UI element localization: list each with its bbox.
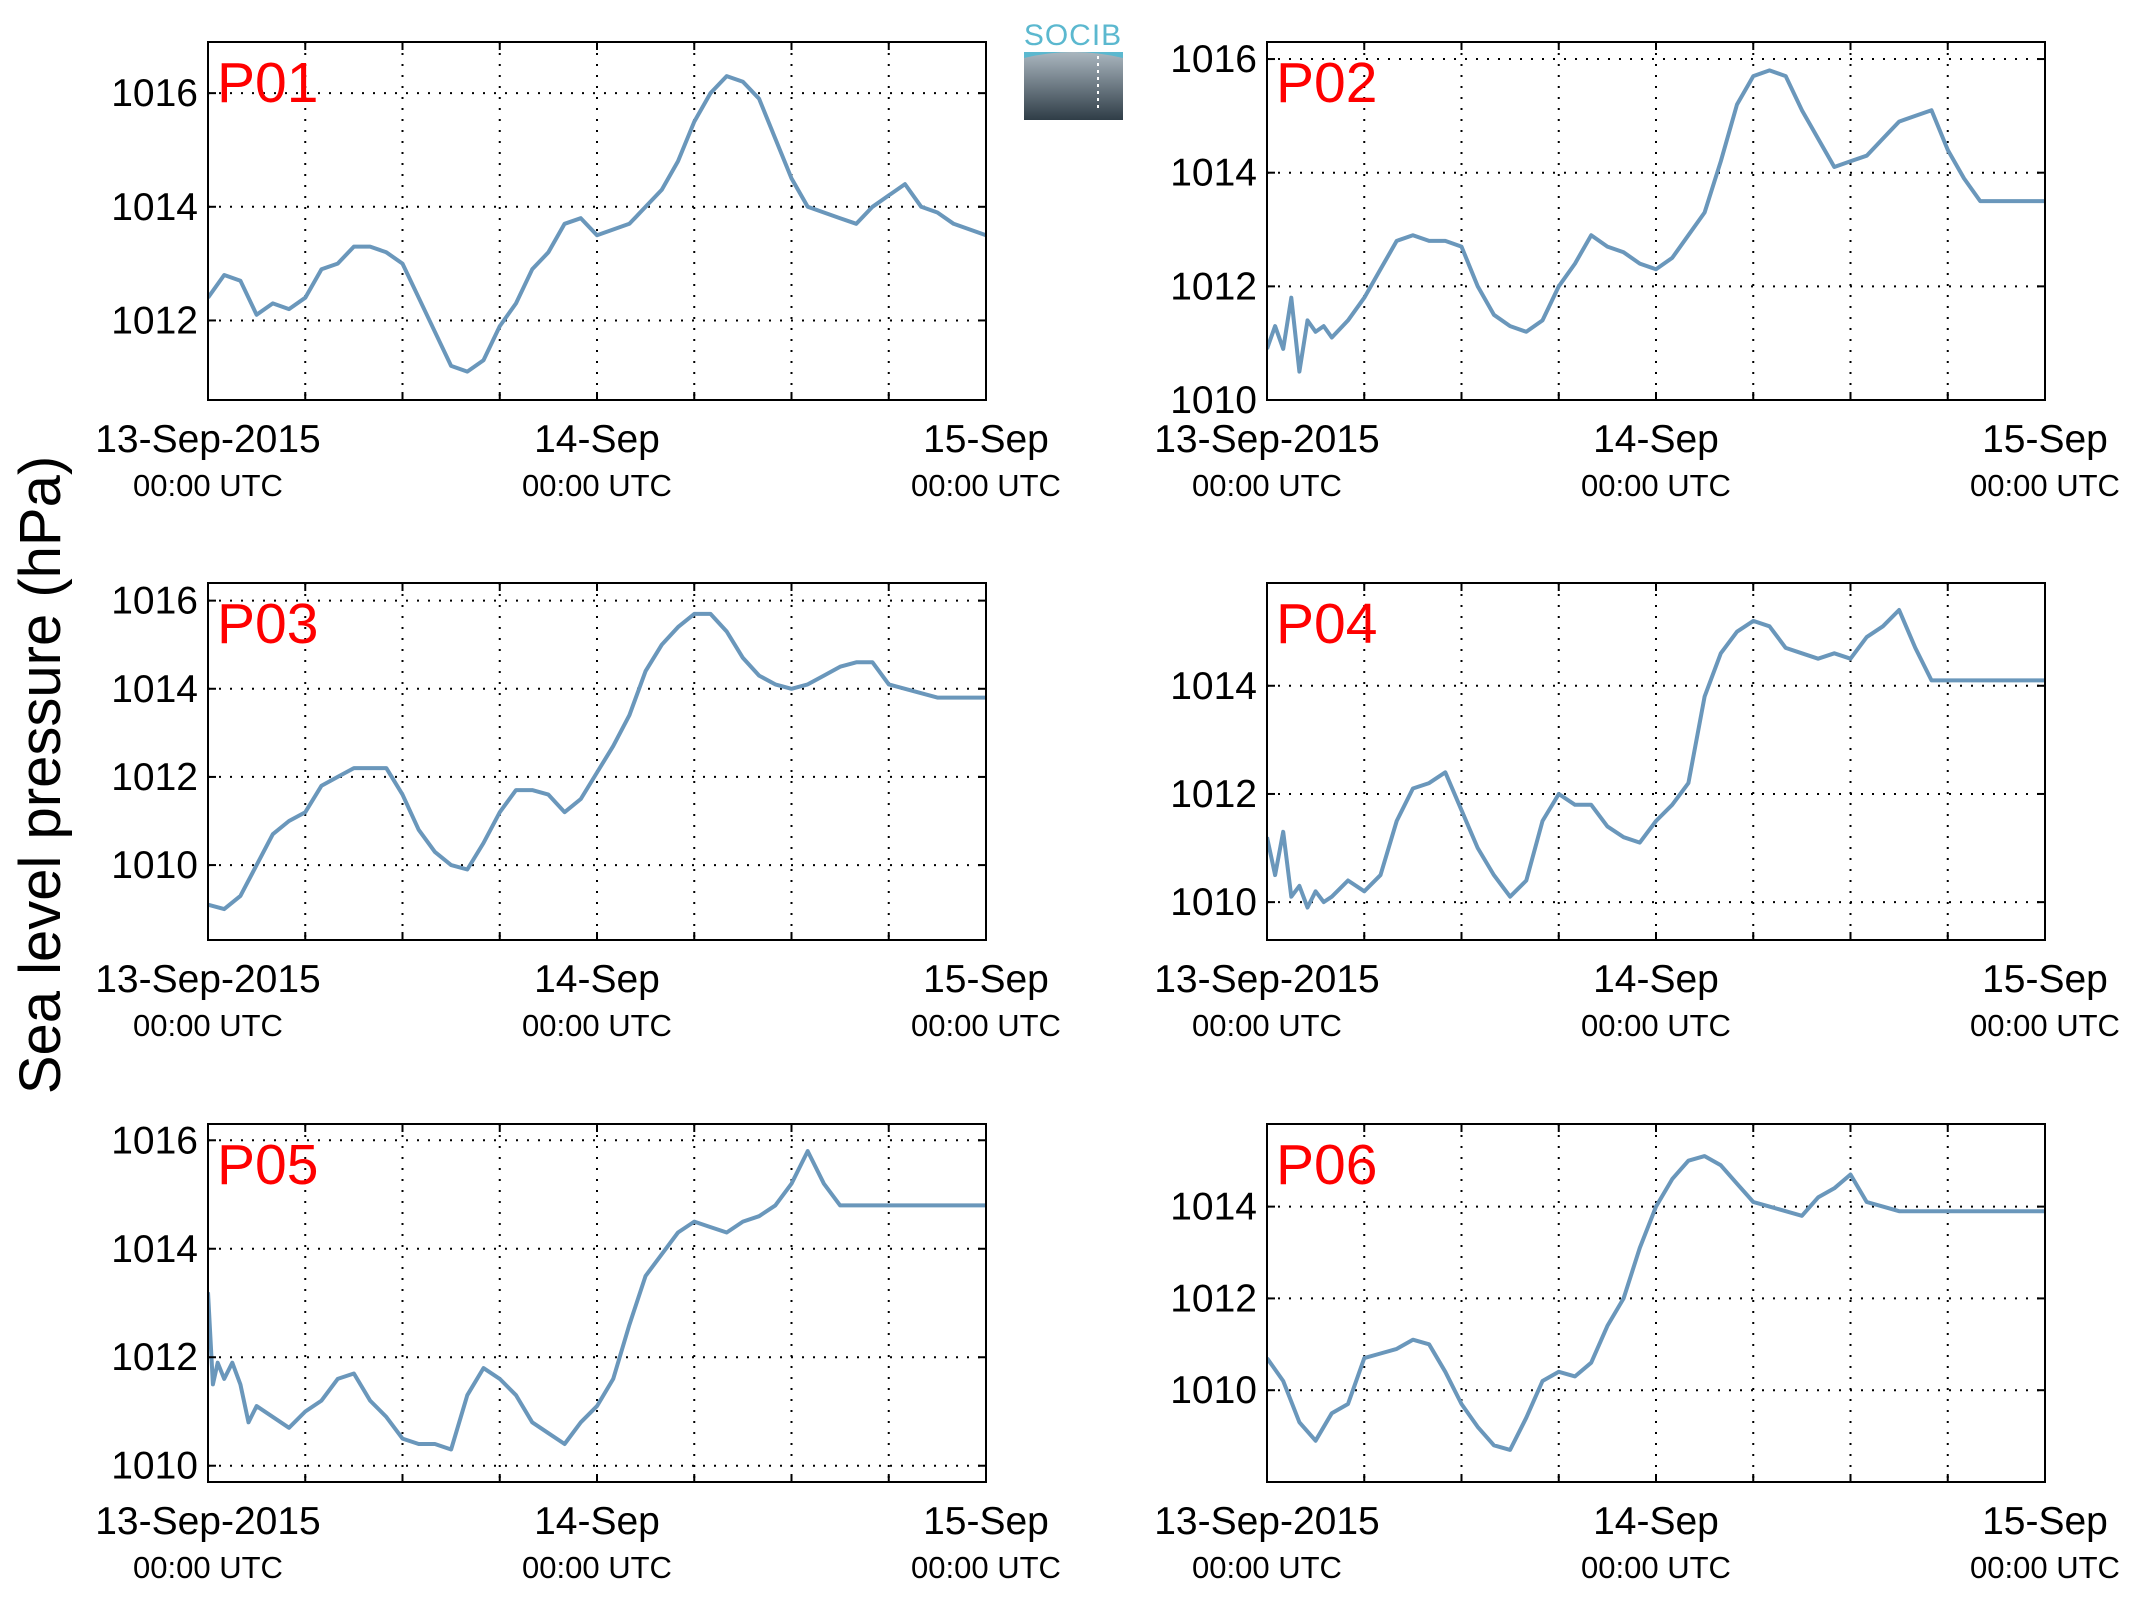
axes-frame [1266, 1123, 2046, 1483]
x-tick-sublabel: 00:00 UTC [911, 1550, 1061, 1585]
x-tick-sublabel: 00:00 UTC [911, 468, 1061, 503]
y-tick-label: 1016 [111, 1119, 198, 1162]
y-tick-label: 1012 [1170, 1277, 1257, 1320]
y-tick-label: 1014 [111, 186, 198, 229]
y-axis-label: Sea level pressure (hPa) [8, 456, 73, 1094]
panel-title: P06 [1276, 1133, 1377, 1197]
x-tick-label: 15-Sep [1982, 1500, 2108, 1543]
panel-p03: 1010 1012 1014 1016 13-Sep-2015 00:00 UTC 14-S… [95, 580, 1061, 1043]
x-tick-label: 14-Sep [1593, 958, 1719, 1001]
y-tick-label: 1014 [111, 1228, 198, 1271]
y-tick-label: 1014 [111, 668, 198, 711]
x-tick-label: 14-Sep [1593, 1500, 1719, 1543]
x-tick-sublabel: 00:00 UTC [1192, 1008, 1342, 1043]
axes-frame [1266, 582, 2046, 941]
x-tick-sublabel: 00:00 UTC [522, 1008, 672, 1043]
y-tick-label: 1010 [1170, 379, 1257, 422]
x-tick-sublabel: 00:00 UTC [1581, 1008, 1731, 1043]
x-tick-label: 14-Sep [534, 958, 660, 1001]
x-tick-label: 14-Sep [534, 1500, 660, 1543]
y-tick-label: 1010 [111, 1445, 198, 1488]
x-tick-sublabel: 00:00 UTC [133, 1008, 283, 1043]
x-tick-sublabel: 00:00 UTC [133, 1550, 283, 1585]
x-tick-sublabel: 00:00 UTC [911, 1008, 1061, 1043]
series-line [1267, 68, 2045, 374]
series-line [1267, 608, 2045, 910]
panel-title: P03 [217, 592, 318, 656]
axes-frame [207, 1123, 987, 1483]
axes-frame [207, 582, 987, 941]
x-tick-label: 13-Sep-2015 [1154, 958, 1380, 1001]
y-tick-label: 1012 [1170, 773, 1257, 816]
x-tick-label: 13-Sep-2015 [1154, 418, 1380, 461]
panel-p04: 1010 1012 1014 13-Sep-2015 00:00 UTC 14-Sep 00… [1154, 582, 2120, 1043]
x-tick-label: 15-Sep [923, 1500, 1049, 1543]
x-tick-sublabel: 00:00 UTC [1970, 1008, 2120, 1043]
panel-p05: 1010 1012 1014 1016 13-Sep-2015 00:00 UTC 14-S… [95, 1119, 1061, 1585]
x-tick-label: 13-Sep-2015 [95, 958, 321, 1001]
panel-title: P05 [217, 1133, 318, 1197]
x-tick-label: 15-Sep [923, 958, 1049, 1001]
series-line [208, 611, 986, 912]
y-tick-label: 1010 [111, 844, 198, 887]
logo-text: SOCIB [1024, 19, 1122, 52]
y-tick-label: 1016 [111, 72, 198, 115]
series-line [208, 1149, 986, 1452]
y-tick-label: 1012 [111, 1336, 198, 1379]
x-tick-label: 13-Sep-2015 [1154, 1500, 1380, 1543]
x-tick-sublabel: 00:00 UTC [1970, 468, 2120, 503]
panel-title: P02 [1276, 51, 1377, 115]
x-tick-sublabel: 00:00 UTC [522, 1550, 672, 1585]
y-tick-label: 1014 [1170, 152, 1257, 195]
x-tick-sublabel: 00:00 UTC [522, 468, 672, 503]
panel-p01: 1012 1014 1016 13-Sep-2015 00:00 UTC 14-Sep 00… [95, 41, 1061, 503]
panel-title: P01 [217, 51, 318, 115]
y-tick-label: 1010 [1170, 881, 1257, 924]
x-tick-label: 15-Sep [1982, 958, 2108, 1001]
x-tick-sublabel: 00:00 UTC [1581, 468, 1731, 503]
x-tick-label: 13-Sep-2015 [95, 1500, 321, 1543]
x-tick-label: 14-Sep [1593, 418, 1719, 461]
x-tick-sublabel: 00:00 UTC [1192, 468, 1342, 503]
y-tick-label: 1012 [111, 299, 198, 342]
axes-frame [207, 41, 987, 401]
x-tick-label: 14-Sep [534, 418, 660, 461]
socib-logo: SOCIB [1024, 19, 1123, 120]
panel-p02: 1010 1012 1014 1016 13-Sep-2015 00:00 UTC 14-S… [1154, 38, 2120, 503]
x-tick-label: 15-Sep [1982, 418, 2108, 461]
y-tick-label: 1012 [1170, 265, 1257, 308]
x-tick-sublabel: 00:00 UTC [133, 468, 283, 503]
y-tick-label: 1014 [1170, 1186, 1257, 1229]
panel-p06: 1010 1012 1014 13-Sep-2015 00:00 UTC 14-Sep 00… [1154, 1123, 2120, 1585]
panel-title: P04 [1276, 592, 1377, 656]
series-line [1267, 1154, 2045, 1452]
y-tick-label: 1016 [111, 580, 198, 623]
y-tick-label: 1012 [111, 756, 198, 799]
series-line [208, 74, 986, 374]
x-tick-sublabel: 00:00 UTC [1970, 1550, 2120, 1585]
x-tick-sublabel: 00:00 UTC [1581, 1550, 1731, 1585]
x-tick-label: 13-Sep-2015 [95, 418, 321, 461]
y-tick-label: 1010 [1170, 1369, 1257, 1412]
axes-frame [1266, 41, 2046, 401]
x-tick-sublabel: 00:00 UTC [1192, 1550, 1342, 1585]
x-tick-label: 15-Sep [923, 418, 1049, 461]
y-tick-label: 1014 [1170, 665, 1257, 708]
y-tick-label: 1016 [1170, 38, 1257, 81]
